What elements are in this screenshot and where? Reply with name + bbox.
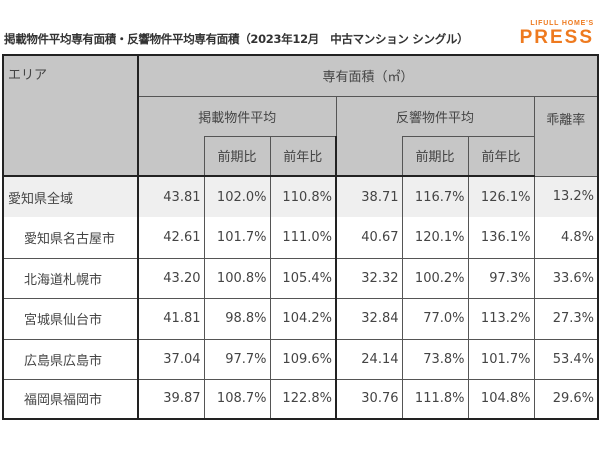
listed-area-cell: 37.04	[137, 338, 204, 379]
response-qoq-cell: 77.0%	[401, 297, 468, 339]
logo-top-text: LIFULL HOME'S	[530, 20, 594, 27]
response-yoy-cell: 101.7%	[467, 338, 535, 379]
divergence-cell: 33.6%	[534, 257, 599, 298]
area-cell: 北海道札幌市	[2, 257, 139, 298]
divergence-cell: 4.8%	[534, 217, 599, 258]
area-cell: 広島県広島市	[2, 338, 139, 379]
listed-yoy-header: 前年比	[269, 135, 337, 177]
response-qoq-header: 前期比	[401, 135, 469, 177]
brand-logo: LIFULL HOME'S PRESS	[520, 20, 594, 47]
listed-yoy-cell: 105.4%	[269, 257, 337, 298]
response-area-cell: 40.67	[361, 229, 399, 245]
response-area-cell: 30.76	[336, 378, 402, 420]
response-qoq-cell: 100.2%	[401, 257, 468, 298]
divergence-cell: 27.3%	[534, 297, 599, 339]
response-qoq-cell: 73.8%	[401, 338, 468, 379]
chart-title: 掲載物件平均専有面積・反響物件平均専有面積（2023年12月 中古マンション シ…	[4, 32, 469, 46]
listed-average-header: 掲載物件平均	[137, 95, 337, 136]
divergence-cell: 13.2%	[534, 176, 599, 217]
area-size-header: 専有面積（㎡）	[137, 54, 599, 97]
table-row: 愛知県名古屋市 42.61 101.7% 111.0% 40.67 120.1%…	[2, 217, 599, 258]
listed-yoy-cell: 111.0%	[269, 217, 337, 258]
response-yoy-cell: 104.8%	[467, 378, 535, 420]
listed-qoq-cell: 100.8%	[203, 257, 270, 298]
listed-qoq-cell: 102.0%	[203, 176, 270, 217]
area-cell: 愛知県名古屋市	[2, 217, 139, 258]
divergence-cell: 53.4%	[534, 338, 599, 379]
listed-area-cell: 39.87	[137, 378, 204, 420]
listed-yoy-cell: 110.8%	[269, 176, 337, 217]
listed-area-cell: 43.81	[137, 176, 204, 217]
divergence-header: 乖離率	[533, 95, 599, 177]
listed-qoq-cell: 108.7%	[203, 378, 270, 420]
response-yoy-cell: 97.3%	[467, 257, 535, 298]
response-area-cell: 32.32	[336, 257, 402, 298]
table-row: 愛知県全域 43.81 102.0% 110.8% 38.71 116.7% 1…	[2, 176, 599, 217]
listed-area-cell: 43.20	[137, 257, 204, 298]
response-qoq-cell: 116.7%	[401, 176, 468, 217]
area-cell: 宮城県仙台市	[2, 297, 139, 339]
listed-area-cell: 42.61	[137, 217, 204, 258]
listed-yoy-cell: 122.8%	[269, 378, 337, 420]
area-cell: 福岡県福岡市	[2, 378, 139, 420]
response-area-cell: 38.71	[336, 176, 402, 217]
table-row: 宮城県仙台市 41.81 98.8% 104.2% 32.84 77.0% 11…	[2, 297, 599, 339]
table-row: 北海道札幌市 43.20 100.8% 105.4% 32.32 100.2% …	[2, 257, 599, 298]
area-cell: 愛知県全域	[2, 176, 139, 217]
divergence-cell: 29.6%	[534, 378, 599, 420]
response-average-header: 反響物件平均	[335, 95, 535, 136]
listed-yoy-cell: 104.2%	[269, 297, 337, 339]
table-row: 広島県広島市 37.04 97.7% 109.6% 24.14 73.8% 10…	[2, 338, 599, 379]
area-header: エリア	[2, 54, 139, 177]
table-row: 福岡県福岡市 39.87 108.7% 122.8% 30.76 111.8% …	[2, 378, 599, 420]
listed-area-subheader	[137, 136, 204, 177]
listed-qoq-cell: 101.7%	[203, 217, 270, 258]
response-yoy-cell: 136.1%	[467, 217, 535, 258]
response-yoy-header: 前年比	[467, 135, 535, 177]
response-area-subheader	[336, 136, 402, 177]
response-qoq-cell: 111.8%	[401, 378, 468, 420]
response-area-cell: 24.14	[336, 338, 402, 379]
listed-qoq-header: 前期比	[203, 135, 271, 177]
area-table: エリア 専有面積（㎡） 掲載物件平均 反響物件平均 乖離率 前期比 前年比 前期…	[2, 54, 599, 420]
response-yoy-cell: 113.2%	[467, 297, 535, 339]
response-yoy-cell: 126.1%	[467, 176, 535, 217]
response-qoq-cell: 120.1%	[401, 217, 468, 258]
listed-yoy-cell: 109.6%	[269, 338, 337, 379]
listed-qoq-cell: 98.8%	[203, 297, 270, 339]
listed-qoq-cell: 97.7%	[203, 338, 270, 379]
listed-area-cell: 41.81	[137, 297, 204, 339]
response-area-cell: 32.84	[336, 297, 402, 339]
logo-main-text: PRESS	[519, 27, 594, 48]
